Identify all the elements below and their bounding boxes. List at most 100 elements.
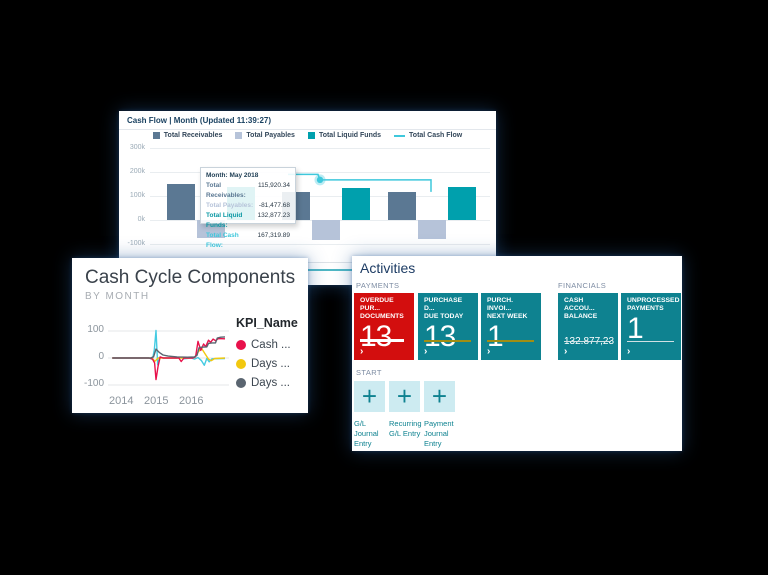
legend-item-total-cash-flow[interactable]: Total Cash Flow <box>394 132 462 139</box>
tile-underline <box>564 341 611 342</box>
y-axis-label: -100 <box>83 378 104 389</box>
tile-value: 1 <box>487 320 504 353</box>
plus-icon: + <box>361 380 378 411</box>
tile-caption: NEXT WEEK <box>487 313 528 320</box>
kpi-line-cash[interactable] <box>112 337 226 381</box>
x-axis-label: 2014 <box>109 395 134 407</box>
kpi-line-days[interactable] <box>112 347 226 362</box>
title-divider <box>119 129 496 130</box>
plus-icon: + <box>431 380 448 411</box>
chevron-right-icon[interactable]: › <box>424 346 428 357</box>
start-action-g-l-journal-entry: + G/L Journal Entry <box>354 381 388 449</box>
y-axis-label: 0 <box>98 351 104 362</box>
bar-total-liquid-funds[interactable] <box>342 188 370 220</box>
tooltip-row: Total Receivables: 115,920.34 <box>206 181 290 201</box>
cash-cycle-title: Cash Cycle Components <box>85 267 296 288</box>
cue-tile-purchase-d-due-today[interactable]: PURCHASE D... DUE TODAY 13 › <box>418 293 478 360</box>
gridline <box>150 148 490 149</box>
start-action-label: Payment Journal Entry <box>424 419 454 448</box>
tooltip-series-value: 132,877.23 <box>257 212 290 219</box>
square-marker <box>307 132 315 139</box>
start-action-button[interactable]: + <box>424 381 455 412</box>
cue-tile-cash-accou-balance[interactable]: CASH ACCOU...BALANCE132.877,23› <box>558 293 618 360</box>
tile-value: 13 <box>360 320 392 353</box>
cash-flow-chart-card: Cash Flow | Month (Updated 11:39:27) Tot… <box>119 111 496 285</box>
cue-tile-overdue-pur-documents[interactable]: OVERDUE PUR... DOCUMENTS 13 › <box>354 293 414 360</box>
tile-caption: PURCHASE D... <box>424 297 463 312</box>
line-marker <box>394 134 406 137</box>
legend-label: Total Receivables <box>163 132 223 139</box>
legend-label: Days ... <box>251 377 290 389</box>
activities-title: Activities <box>360 260 416 276</box>
start-action-label: Recurring G/L Entry <box>389 419 422 438</box>
tile-value: 13 <box>424 320 456 353</box>
tile-caption: PURCH. INVOI... <box>487 297 514 312</box>
chevron-right-icon[interactable]: › <box>564 346 568 357</box>
legend-dot <box>236 378 246 388</box>
kpi-legend-item[interactable]: Cash ... <box>236 339 291 351</box>
legend-item-total-payables[interactable]: Total Payables <box>235 132 295 139</box>
square-marker <box>235 132 243 139</box>
tile-caption: DUE TODAY <box>424 313 464 320</box>
section-label-financials: FINANCIALS <box>558 281 607 290</box>
chevron-right-icon[interactable]: › <box>487 346 491 357</box>
tile-caption: OVERDUE PUR... <box>360 297 394 312</box>
y-axis-label: 0k <box>137 216 145 223</box>
legend-label: Total Liquid Funds <box>318 132 382 139</box>
plus-icon: + <box>396 380 413 411</box>
tile-caption: CASH ACCOU... <box>564 297 595 312</box>
tile-underline <box>627 341 674 342</box>
bar-total-liquid-funds[interactable] <box>448 187 476 220</box>
cash-flow-card-title: Cash Flow | Month (Updated 11:39:27) <box>127 116 272 125</box>
y-axis-label: -100k <box>127 240 145 247</box>
tile-underline <box>424 340 471 342</box>
kpi-line-series[interactable] <box>112 329 226 367</box>
bar-total-receivables[interactable] <box>388 191 416 220</box>
legend-label: Days ... <box>251 358 290 370</box>
start-action-button[interactable]: + <box>389 381 420 412</box>
tooltip-series-value: -81,477.68 <box>258 202 290 209</box>
bar-total-payables[interactable] <box>197 220 225 239</box>
bar-total-payables[interactable] <box>418 220 446 240</box>
kpi-legend-title: KPI_Name <box>236 316 298 330</box>
bar-total-receivables[interactable] <box>167 184 195 220</box>
tooltip-series-label: Total Liquid Funds: <box>206 212 243 229</box>
legend-item-total-receivables[interactable]: Total Receivables <box>152 132 223 139</box>
kpi-legend-item[interactable]: Days ... <box>236 377 290 389</box>
cue-tile-unprocessed-payments[interactable]: UNPROCESSED PAYMENTS 1 › <box>621 293 681 360</box>
y-axis-label: 200k <box>129 168 145 175</box>
tile-underline <box>487 340 534 342</box>
cash-cycle-line-chart[interactable] <box>72 258 308 413</box>
legend-label: Cash ... <box>251 339 291 351</box>
tooltip-rows: Total Receivables: 115,920.34 Total Payabl… <box>206 181 290 251</box>
tooltip-series-value: 167,319.89 <box>257 232 290 239</box>
tile-caption: DOCUMENTS <box>360 313 404 320</box>
kpi-legend-item[interactable]: Days ... <box>236 358 290 370</box>
kpi-line-days[interactable] <box>112 336 226 359</box>
section-label-start: START <box>356 368 382 377</box>
start-action-button[interactable]: + <box>354 381 385 412</box>
legend-label: Total Cash Flow <box>409 132 463 139</box>
activities-card: Activities PAYMENTS FINANCIALS START OVE… <box>352 256 682 451</box>
chart-scrollbar[interactable] <box>150 269 490 271</box>
gridline <box>150 172 490 173</box>
tile-caption: PAYMENTS <box>627 305 664 312</box>
x-axis-baseline <box>150 262 490 263</box>
legend-dot <box>236 340 246 350</box>
section-label-payments: PAYMENTS <box>356 281 400 290</box>
chevron-right-icon[interactable]: › <box>360 346 364 357</box>
tooltip-row: Total Cash Flow: 167,319.89 <box>206 231 290 251</box>
tooltip-month: Month: May 2018 <box>206 172 259 179</box>
tooltip-row: Total Liquid Funds: 132,877.23 <box>206 211 290 231</box>
start-action-label: G/L Journal Entry <box>354 419 379 448</box>
legend-item-total-liquid-funds[interactable]: Total Liquid Funds <box>307 132 382 139</box>
bar-total-payables[interactable] <box>312 220 340 240</box>
x-axis-label: 2016 <box>179 395 204 407</box>
y-axis-label: 100 <box>87 324 104 335</box>
cue-tile-purch-invoi-next-week[interactable]: PURCH. INVOI... NEXT WEEK 1 › <box>481 293 541 360</box>
chart-tooltip: Month: May 2018 Total Receivables: 115,92… <box>200 167 296 249</box>
chevron-right-icon[interactable]: › <box>627 346 631 357</box>
gridline <box>150 244 490 245</box>
legend-dot <box>236 359 246 369</box>
square-marker <box>152 132 160 139</box>
